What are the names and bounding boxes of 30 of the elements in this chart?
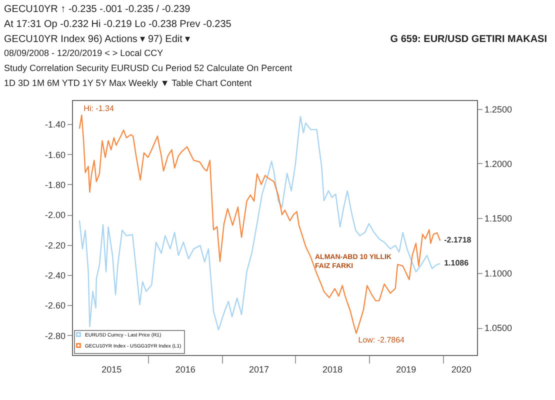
y-tick-label: -1.60: [44, 150, 66, 160]
text: 1D 3D 1M 6M YTD 1Y 5Y Max Weekly ▼ Table Chart Content: [4, 78, 252, 88]
text: Study Correlation Security EURUSD Cu Period 52 Calculate On Percent: [4, 63, 293, 73]
x-tick-label: 2018: [322, 364, 343, 374]
y-tick-label: -2.80: [44, 330, 66, 341]
x-tick-label: 2020: [451, 364, 472, 374]
text: 08/09/2008 - 12/20/2019 < > Local CCY: [4, 48, 164, 58]
y-tick-label: -2.40: [44, 270, 66, 281]
annotation: Low: -2.7864: [358, 335, 406, 344]
x-tick-label: 2019: [396, 364, 416, 374]
chart-title: G 659: EUR/USD GETIRI MAKASI: [390, 34, 548, 45]
data-label: 1.1086: [444, 258, 470, 268]
y2-tick-label: 1.1500: [484, 214, 512, 224]
y-tick-label: -2.00: [44, 210, 66, 220]
x-tick-label: 2017: [248, 364, 269, 374]
text: At 17:31 Op -0.232 Hi -0.219 Lo -0.238 Prev -0.235: [4, 19, 232, 30]
y2-tick-label: 1.2000: [484, 158, 512, 169]
y-tick-label: -2.60: [44, 300, 66, 311]
y-tick-label: -1.40: [44, 120, 66, 130]
y-tick-label: -1.80: [44, 180, 66, 190]
x-tick-label: 2016: [175, 364, 196, 374]
x-tick-label: 2015: [102, 364, 122, 374]
annotation: Hi: -1.34: [84, 104, 114, 114]
y2-tick-label: 1.0500: [484, 323, 512, 334]
data-label: -2.1718: [444, 236, 472, 245]
text: GECU10YR ↑ -0.235 -.001 -0.235 / -0.239: [4, 4, 191, 15]
y2-tick-label: 1.2500: [484, 104, 512, 114]
text: GECU10YR Index 96) Actions ▾ 97) Edit ▾: [4, 34, 190, 45]
y-tick-label: -2.20: [44, 240, 66, 250]
y2-tick-label: 1.1000: [484, 268, 512, 278]
